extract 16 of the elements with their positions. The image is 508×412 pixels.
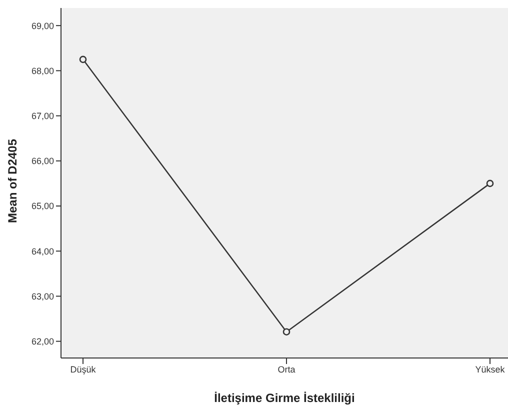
y-tick-label: 65,00 (31, 201, 54, 212)
y-tick-label: 64,00 (31, 246, 54, 256)
point (79, 56, 87, 64)
y-tick-label: 63,00 (31, 291, 54, 302)
y-tick-label: 62,00 (31, 336, 54, 347)
y-tick-label: 67,00 (31, 110, 54, 121)
x-tick-label: Yüksek (475, 364, 506, 374)
y-axis-title: Mean of D2405 (5, 138, 20, 223)
y-tick-label: 68,00 (31, 66, 54, 76)
point (486, 180, 494, 188)
x-tick-label: Orta (278, 364, 296, 374)
y-tick-label: 69,00 (31, 20, 54, 31)
x-tick-label: Düşük (70, 364, 96, 374)
point (282, 328, 290, 336)
x-axis-title: İletişime Girme İstekliliği (214, 391, 355, 405)
y-tick-label: 66,00 (31, 156, 54, 166)
